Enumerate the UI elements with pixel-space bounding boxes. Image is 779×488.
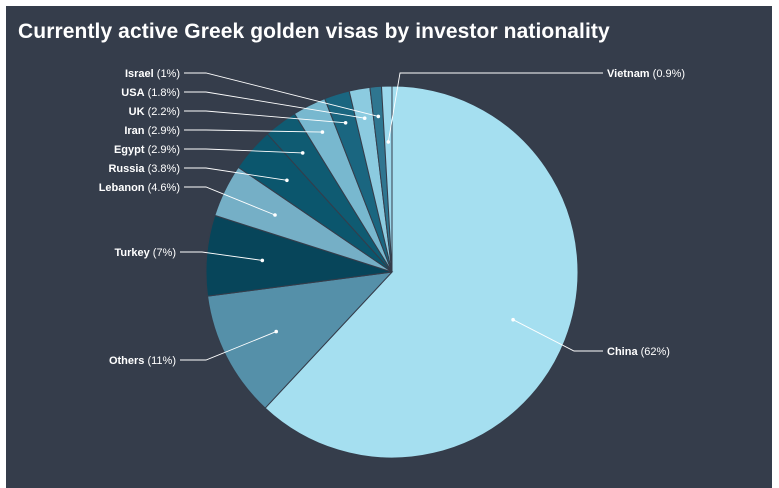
- slice-label-percent: (1.8%): [145, 87, 180, 99]
- chart-card: Currently active Greek golden visas by i…: [6, 6, 772, 488]
- leader-line-israel: [184, 72, 379, 117]
- slice-label-percent: (2.2%): [145, 106, 180, 118]
- leader-dot-russia: [285, 178, 289, 183]
- slice-label-percent: (11%): [144, 355, 176, 367]
- slice-label-name: USA: [121, 87, 144, 99]
- slice-label-name: Others: [109, 355, 144, 367]
- slice-label-percent: (2.9%): [145, 144, 180, 156]
- slice-label-percent: (3.8%): [145, 163, 180, 175]
- slice-label-name: Lebanon: [99, 182, 145, 194]
- slice-label-percent: (0.9%): [650, 68, 685, 80]
- slice-label-percent: (2.9%): [145, 125, 180, 137]
- leader-dot-egypt: [300, 151, 305, 155]
- leader-dot-others: [274, 329, 279, 334]
- slice-label-russia: Russia (3.8%): [108, 163, 180, 175]
- leader-line-others: [180, 331, 277, 361]
- slice-label-israel: Israel (1%): [125, 68, 180, 80]
- slice-label-uk: UK (2.2%): [129, 106, 180, 118]
- slice-label-usa: USA (1.8%): [121, 87, 180, 99]
- slice-label-others: Others (11%): [109, 355, 176, 367]
- leader-line-turkey: [180, 251, 263, 261]
- slice-label-name: Vietnam: [607, 68, 650, 80]
- leader-dot-israel: [376, 114, 381, 119]
- slice-label-china: China (62%): [607, 346, 670, 358]
- slice-label-vietnam: Vietnam (0.9%): [607, 68, 685, 80]
- slice-label-percent: (4.6%): [145, 182, 180, 194]
- pie-slice-others[interactable]: [207, 271, 394, 409]
- slice-label-egypt: Egypt (2.9%): [114, 144, 180, 156]
- slice-label-percent: (62%): [638, 346, 670, 358]
- slice-label-percent: (7%): [150, 247, 176, 259]
- leader-dot-iran: [320, 130, 325, 134]
- leader-dot-lebanon: [273, 213, 277, 217]
- slice-label-name: UK: [129, 106, 145, 118]
- slice-label-turkey: Turkey (7%): [114, 247, 176, 259]
- leader-line-egypt: [184, 148, 303, 154]
- slice-label-iran: Iran (2.9%): [124, 125, 180, 137]
- slice-label-lebanon: Lebanon (4.6%): [99, 182, 180, 194]
- leader-line-iran: [184, 129, 323, 133]
- slice-label-name: Russia: [108, 163, 145, 175]
- leader-dot-vietnam: [386, 140, 391, 144]
- leader-dot-usa: [362, 116, 367, 120]
- slice-label-name: Israel: [125, 68, 154, 80]
- pie-chart: China (62%) Others (11%) Turkey (7%) Lebano…: [99, 68, 685, 459]
- leader-line-china: [512, 319, 603, 352]
- slice-label-name: Turkey: [114, 247, 150, 259]
- pie-slice-china[interactable]: [264, 85, 579, 459]
- leader-dot-china: [511, 317, 515, 322]
- slice-label-percent: (1%): [154, 68, 180, 80]
- leader-line-russia: [184, 167, 287, 181]
- pie-slice-vietnam[interactable]: [380, 85, 393, 273]
- leader-line-vietnam: [387, 72, 603, 142]
- chart-title: Currently active Greek golden visas by i…: [18, 20, 610, 43]
- leader-line-usa: [184, 91, 365, 119]
- slice-label-name: Egypt: [114, 144, 145, 156]
- slice-label-name: China: [607, 346, 638, 358]
- leader-line-uk: [184, 110, 346, 124]
- leader-line-lebanon: [184, 186, 276, 216]
- slice-label-name: Iran: [124, 125, 144, 137]
- leader-dot-uk: [343, 121, 348, 125]
- leader-dot-turkey: [260, 258, 265, 263]
